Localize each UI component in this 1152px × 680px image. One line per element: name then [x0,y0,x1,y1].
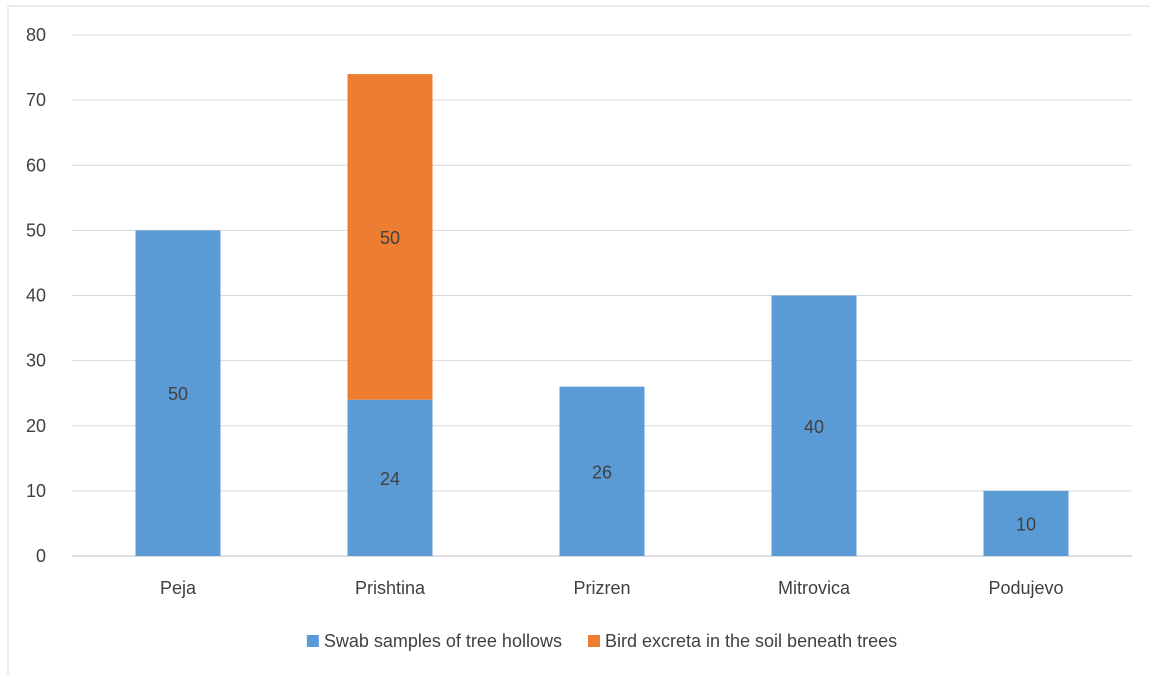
y-tick-label: 20 [26,416,46,436]
x-tick-label: Prizren [573,578,630,598]
x-tick-label: Podujevo [988,578,1063,598]
legend-item: Bird excreta in the soil beneath trees [587,631,897,651]
y-tick-label: 10 [26,481,46,501]
legend: Swab samples of tree hollows Bird excreta… [306,631,897,651]
y-tick-label: 50 [26,220,46,240]
data-label: 24 [380,469,400,489]
data-label: 40 [804,417,824,437]
bar-segment [771,295,857,556]
data-label: 50 [380,228,400,248]
y-tick-label: 40 [26,286,46,306]
bars: 50 24 50 26 40 10 [135,74,1069,556]
y-tick-label: 80 [26,25,46,45]
legend-label: Swab samples of tree hollows [324,631,562,651]
data-label: 10 [1016,514,1036,534]
bar-segment [347,74,433,400]
bar-segment [983,490,1069,556]
data-label: 26 [592,462,612,482]
data-label: 50 [168,384,188,404]
x-tick-label: Peja [160,578,197,598]
y-tick-label: 30 [26,351,46,371]
legend-label: Bird excreta in the soil beneath trees [605,631,897,651]
legend-swatch [587,635,600,647]
y-tick-label: 60 [26,155,46,175]
x-tick-label: Prishtina [355,578,426,598]
bar-segment [559,386,645,556]
x-axis-tick-labels: Peja Prishtina Prizren Mitrovica Podujevo [160,578,1064,598]
legend-swatch [306,635,319,647]
y-tick-label: 0 [36,546,46,566]
bar-segment [347,399,433,556]
y-axis-tick-labels: 0 10 20 30 40 50 60 70 80 [26,25,46,566]
x-tick-label: Mitrovica [778,578,851,598]
y-tick-label: 70 [26,90,46,110]
legend-item: Swab samples of tree hollows [306,631,562,651]
bar-segment [135,230,221,556]
